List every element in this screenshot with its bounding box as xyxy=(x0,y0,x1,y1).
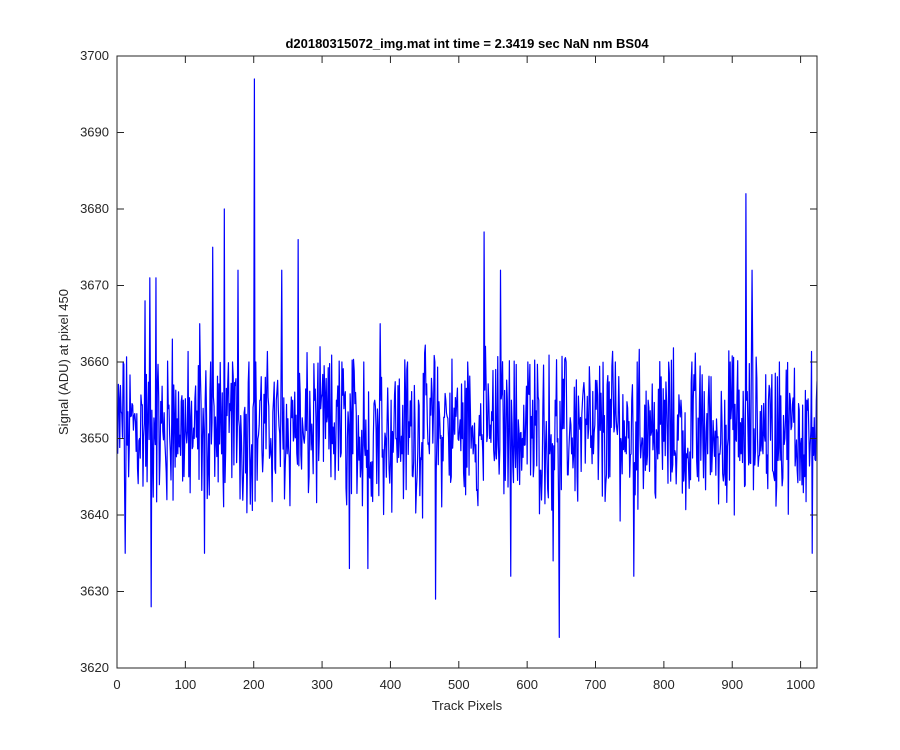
x-axis-label: Track Pixels xyxy=(432,698,503,713)
chart-title: d20180315072_img.mat int time = 2.3419 s… xyxy=(285,36,649,51)
x-tick-label: 400 xyxy=(380,677,402,692)
x-tick-label: 200 xyxy=(243,677,265,692)
axes: 0 100 200 300 400 500 600 700 800 900 1000 3620 363… xyxy=(80,48,818,692)
x-tick-label: 300 xyxy=(311,677,333,692)
x-tick-label: 500 xyxy=(448,677,470,692)
x-tick-label: 800 xyxy=(653,677,675,692)
signal-line xyxy=(117,78,817,639)
y-tick-label: 3620 xyxy=(80,660,109,675)
y-tick-label: 3660 xyxy=(80,354,109,369)
series-layer xyxy=(117,78,817,639)
x-tick-label: 1000 xyxy=(786,677,815,692)
plot-background xyxy=(117,56,817,668)
y-tick-label: 3680 xyxy=(80,201,109,216)
x-tick-label: 600 xyxy=(516,677,538,692)
y-tick-label: 3630 xyxy=(80,584,109,599)
x-tick-label: 100 xyxy=(175,677,197,692)
x-tick-label: 900 xyxy=(721,677,743,692)
y-tick-label: 3690 xyxy=(80,125,109,140)
x-tick-label: 700 xyxy=(585,677,607,692)
y-tick-label: 3640 xyxy=(80,507,109,522)
y-axis: 3620 3630 3640 3650 3660 3670 3680 3690 3700 xyxy=(80,48,817,675)
y-axis-label: Signal (ADU) at pixel 450 xyxy=(56,289,71,435)
y-tick-label: 3650 xyxy=(80,431,109,446)
x-tick-label: 0 xyxy=(113,677,120,692)
x-axis: 0 100 200 300 400 500 600 700 800 900 1000 xyxy=(113,56,815,692)
y-tick-label: 3700 xyxy=(80,48,109,63)
y-tick-label: 3670 xyxy=(80,278,109,293)
